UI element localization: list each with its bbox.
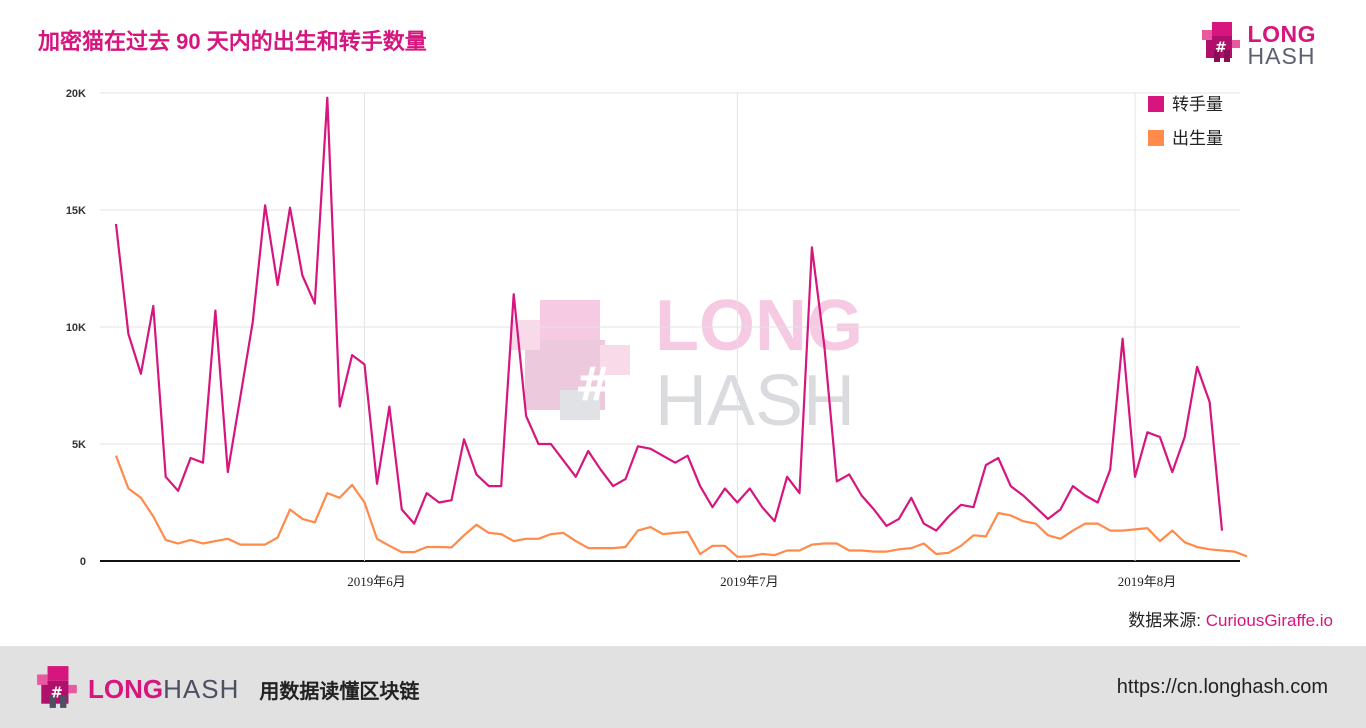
legend-label: 转手量: [1172, 95, 1223, 115]
svg-text:#: #: [51, 684, 63, 701]
legend-swatch: [1148, 130, 1164, 146]
data-source: 数据来源: CuriousGiraffe.io: [1128, 606, 1333, 631]
y-tick-label: 20K: [66, 88, 86, 100]
y-tick-label: 15K: [66, 205, 86, 217]
x-tick-label: 2019年7月: [720, 574, 779, 589]
footer-slogan: 用数据读懂区块链: [259, 681, 420, 703]
watermark-long-text: LONG: [655, 286, 863, 366]
footer-long-text: LONG: [88, 674, 164, 704]
brand-logo-top[interactable]: # LONG HASH: [1201, 20, 1316, 69]
svg-text:#: #: [575, 357, 614, 411]
footer-hash-text: HASH: [163, 674, 240, 704]
footer-bar: # LONG HASH 用数据读懂区块链 https://cn.longhash…: [0, 646, 1366, 728]
brand-hash-text: HASH: [1247, 42, 1316, 69]
x-tick-label: 2019年6月: [347, 574, 406, 589]
x-axis: 2019年6月 2019年7月 2019年8月: [347, 574, 1176, 589]
series-lines: [114, 96, 1248, 558]
legend-label: 出生量: [1172, 129, 1223, 149]
y-tick-label: 0: [80, 556, 86, 568]
series-line-births: [114, 455, 1248, 558]
chart-title: 加密猫在过去 90 天内的出生和转手数量: [38, 29, 427, 54]
y-axis: 0 5K 10K 15K 20K: [66, 88, 86, 568]
footer-brand[interactable]: # LONG HASH 用数据读懂区块链: [36, 664, 419, 715]
brand-long-text: LONG: [1247, 20, 1316, 47]
grid-lines: [100, 92, 1240, 562]
longhash-dino-logo-icon: #: [36, 664, 80, 715]
series-line-transfers: [114, 96, 1224, 532]
watermark-logo: # LONG HASH: [510, 286, 863, 441]
footer-url[interactable]: https://cn.longhash.com: [1116, 676, 1328, 698]
longhash-dino-logo-icon: #: [1201, 20, 1242, 69]
y-tick-label: 5K: [72, 439, 86, 451]
source-link[interactable]: CuriousGiraffe.io: [1205, 611, 1333, 630]
source-label: 数据来源:: [1128, 611, 1206, 630]
watermark-hash-text: HASH: [655, 361, 855, 441]
x-tick-label: 2019年8月: [1118, 574, 1177, 589]
y-tick-label: 10K: [66, 322, 86, 334]
svg-text:#: #: [1215, 40, 1227, 56]
legend-swatch: [1148, 96, 1164, 112]
